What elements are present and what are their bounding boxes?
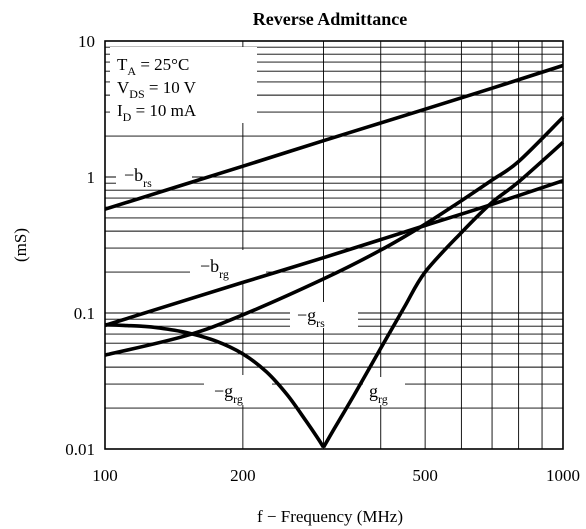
- label-mask: [290, 302, 358, 328]
- series-label: −grg: [214, 381, 243, 406]
- label-mask: [204, 375, 272, 405]
- series-labels: −brs −brg −grs −grg grg: [124, 165, 388, 406]
- y-tick-label: 0.01: [65, 440, 95, 459]
- x-tick-label: 100: [92, 466, 118, 485]
- x-axis-label: f − Frequency (MHz): [257, 507, 403, 526]
- series-line-grg: [104, 322, 326, 449]
- label-mask: [190, 250, 266, 282]
- condition-line: TA = 25°C: [117, 55, 189, 78]
- y-tick-label: 1: [87, 168, 96, 187]
- chart-title: Reverse Admittance: [253, 9, 407, 29]
- series-label: −brg: [200, 256, 229, 281]
- series-label: −grs: [297, 305, 325, 330]
- label-mask: [110, 47, 257, 123]
- tick-labels: 100 200 500 1000 10 1 0.1 0.01: [65, 32, 580, 485]
- label-mask: [363, 377, 405, 405]
- x-tick-label: 500: [412, 466, 438, 485]
- y-axis-label: (mS): [11, 228, 30, 262]
- plot-frame: [104, 40, 564, 450]
- series-label: −brs: [124, 165, 152, 190]
- series-line-grs: [104, 116, 565, 357]
- series-label: grg: [369, 381, 388, 406]
- label-mask: [116, 159, 192, 189]
- label-backgrounds: [110, 47, 405, 405]
- y-tick-label: 10: [78, 32, 95, 51]
- x-tick-label: 1000: [546, 466, 580, 485]
- condition-line: VDS = 10 V: [117, 78, 197, 101]
- x-tick-label: 200: [230, 466, 256, 485]
- series-lines: [104, 63, 565, 449]
- series-line-grg: [321, 140, 565, 449]
- y-tick-label: 0.1: [74, 304, 95, 323]
- series-line-brs: [104, 63, 564, 211]
- condition-line: ID = 10 mA: [117, 101, 197, 124]
